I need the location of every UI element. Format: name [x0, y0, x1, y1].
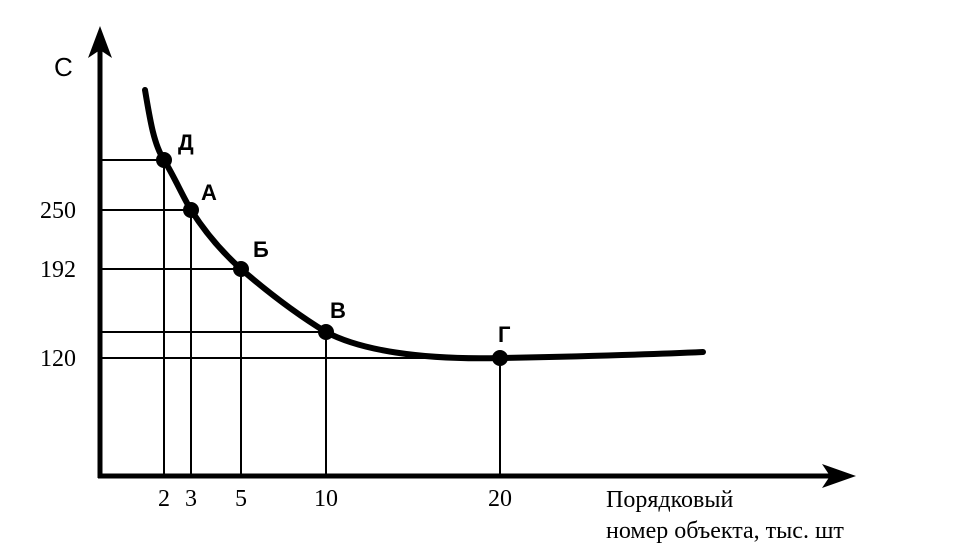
x-tick-label: 10 — [314, 486, 338, 512]
x-axis-label-line1: Порядковый — [606, 487, 733, 513]
x-tick-label: 2 — [158, 486, 170, 512]
point-label: В — [330, 298, 346, 323]
data-point — [156, 152, 172, 168]
x-tick-label: 3 — [185, 486, 197, 512]
y-axis-arrow — [88, 26, 112, 58]
y-tick-label: 120 — [40, 346, 76, 372]
x-axis-label-line2: номер объекта, тыс. шт — [606, 518, 844, 544]
point-label: Д — [178, 130, 194, 155]
point-labels: ДА Б В Г — [178, 130, 511, 347]
data-points — [156, 152, 508, 366]
cost-curve — [142, 87, 706, 362]
x-tick-label: 5 — [235, 486, 247, 512]
y-tick-label: 192 — [40, 257, 76, 283]
point-label: Г — [498, 322, 511, 347]
x-tick-label: 20 — [488, 486, 512, 512]
y-tick-label: 250 — [40, 198, 76, 224]
data-point — [233, 261, 249, 277]
data-point — [183, 202, 199, 218]
data-point — [492, 350, 508, 366]
y-axis-label: С — [54, 52, 73, 82]
axes — [88, 26, 856, 488]
x-axis-arrow — [822, 464, 856, 488]
point-label: Б — [253, 237, 269, 262]
data-point — [318, 324, 334, 340]
y-tick-labels: 250 192 120 — [40, 198, 76, 372]
point-label: А — [201, 180, 217, 205]
x-tick-labels: 2 3 5 10 20 — [158, 486, 512, 512]
